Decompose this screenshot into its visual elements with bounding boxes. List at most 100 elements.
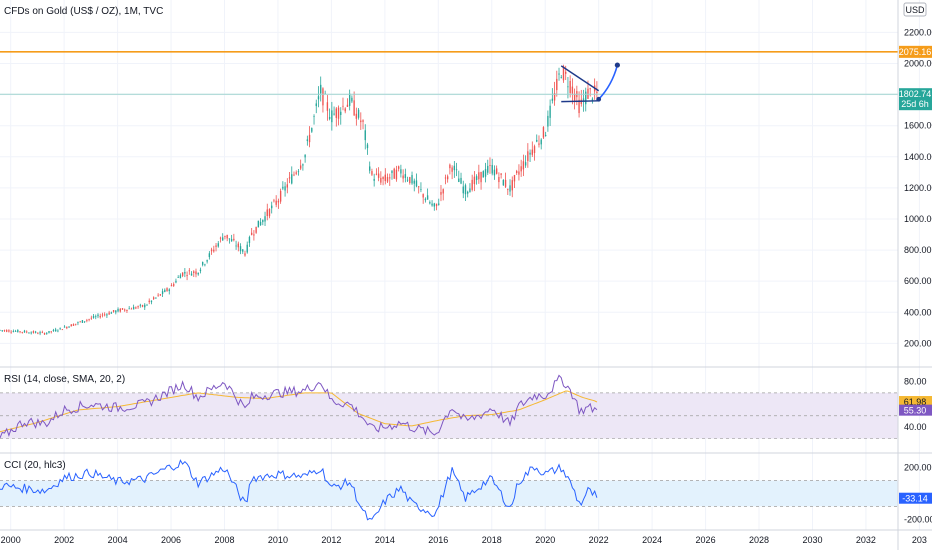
candle [576, 85, 578, 106]
price-axis[interactable]: 200.00 400.00 600.00 800.00 1000.00 1200.00 14… [904, 27, 932, 348]
currency-badge[interactable] [903, 2, 927, 17]
candle [431, 200, 433, 207]
candle [106, 313, 108, 318]
rsi-title[interactable]: RSI (14, close, SMA, 20, 2) [4, 374, 125, 385]
candle [170, 283, 173, 287]
triangle-pattern-drawing[interactable] [560, 62, 620, 103]
candle [460, 172, 462, 185]
candle [75, 323, 77, 326]
resistance-price-label: 2075.16 [899, 47, 932, 57]
rsi-tick-label: 80.00 [904, 376, 927, 386]
time-tick-label: 2022 [589, 535, 609, 545]
candle [34, 330, 37, 334]
candle [299, 159, 302, 171]
candle [30, 331, 32, 335]
candle [66, 326, 68, 330]
candle [88, 318, 90, 322]
candle [26, 330, 28, 334]
candle [522, 154, 525, 177]
candle [12, 329, 15, 333]
candle [538, 135, 540, 148]
candle [520, 159, 522, 177]
triangle-lower-trendline[interactable] [561, 100, 599, 103]
currency-badge-label: USD [905, 5, 925, 15]
candle [304, 154, 306, 163]
candle [177, 275, 179, 278]
candle [369, 161, 371, 174]
cci-title[interactable]: CCI (20, hlc3) [4, 460, 66, 471]
candle [282, 181, 284, 191]
candle [357, 108, 360, 120]
candle [103, 312, 106, 317]
time-tick-label: 2032 [856, 535, 876, 545]
time-tick-label: 2018 [482, 535, 502, 545]
rsi-ma-value-tag: 61.98 [899, 396, 932, 408]
candle [311, 127, 313, 133]
candle [226, 234, 228, 242]
candle [128, 306, 130, 310]
candle [224, 235, 226, 240]
candle [540, 138, 542, 150]
time-tick-label: 2030 [802, 535, 822, 545]
projection-start-point[interactable] [596, 96, 602, 102]
candle [266, 203, 268, 221]
candle [326, 95, 329, 121]
candle [397, 165, 400, 172]
projection-curve[interactable] [598, 64, 619, 100]
candle [362, 119, 364, 130]
candle [246, 241, 248, 254]
candle [262, 219, 264, 226]
candle [306, 135, 309, 146]
price-tick-label: 1200.00 [904, 183, 932, 193]
candle [219, 236, 222, 243]
candle [124, 308, 126, 312]
time-tick-label: 2010 [268, 535, 288, 545]
candle [489, 157, 491, 174]
time-tick-label: 2024 [642, 535, 662, 545]
time-axis[interactable]: 2000 2002 2004 2006 2008 2010 2012 2014 2016 2018… [1, 535, 927, 545]
candle [333, 106, 335, 116]
candle [556, 70, 558, 97]
cci-tick-label: -200.00 [904, 514, 932, 524]
candle [70, 324, 72, 327]
candle [366, 142, 369, 155]
cci-axis[interactable]: 200.00 -200.00 [904, 463, 932, 525]
time-tick-label: 203 [912, 535, 927, 545]
candle [500, 173, 502, 179]
candle [135, 306, 137, 310]
candle [193, 270, 195, 277]
candle [308, 126, 311, 148]
bar-countdown-label: 25d 6h [901, 99, 929, 109]
candle [222, 233, 224, 241]
candle [355, 107, 358, 126]
time-tick-label: 2002 [54, 535, 74, 545]
candle [480, 171, 482, 190]
triangle-upper-trendline[interactable] [560, 65, 600, 92]
candle [473, 171, 476, 192]
chart-title[interactable]: CFDs on Gold (US$ / OZ), 1M, TVC [4, 6, 163, 17]
candle [41, 330, 44, 334]
candle [215, 243, 217, 252]
candle [542, 126, 545, 140]
candle [148, 298, 150, 305]
candle [504, 172, 507, 188]
candle [110, 311, 113, 314]
candle [418, 185, 420, 194]
candle [152, 296, 155, 301]
candle [121, 308, 124, 310]
candle [259, 218, 262, 226]
candle [130, 307, 133, 310]
candle [21, 331, 23, 334]
candle [422, 193, 424, 204]
candle [264, 211, 266, 226]
candle [438, 198, 440, 206]
candle [19, 331, 21, 334]
candle [268, 208, 271, 219]
candle [188, 268, 191, 275]
rsi-axis[interactable]: 80.00 40.00 [904, 376, 927, 432]
projection-end-point[interactable] [614, 62, 620, 68]
candle [273, 198, 275, 203]
candle [271, 201, 273, 214]
candle [46, 331, 48, 335]
